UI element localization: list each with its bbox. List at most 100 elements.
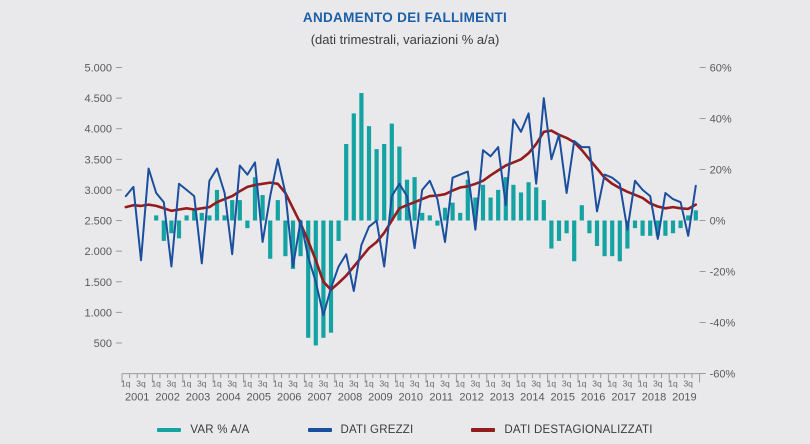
axis-tick-label: 2014 bbox=[520, 392, 544, 404]
var-bar bbox=[488, 197, 493, 221]
var-bar bbox=[594, 220, 600, 246]
axes bbox=[116, 67, 706, 383]
var-bar bbox=[541, 200, 546, 221]
var-bar bbox=[670, 220, 676, 234]
axis-tick-label: 3q bbox=[258, 379, 268, 389]
var-bar bbox=[192, 210, 197, 221]
axis-tick-label: 1q bbox=[638, 379, 648, 389]
axis-tick-label: 60% bbox=[710, 63, 732, 75]
axis-tick-label: 2002 bbox=[155, 392, 179, 404]
var-bar bbox=[420, 212, 425, 221]
axis-tick-label: 2009 bbox=[368, 392, 392, 404]
data-line bbox=[124, 129, 698, 292]
legend-label-var: VAR % A/A bbox=[190, 424, 250, 436]
var-bar bbox=[344, 144, 349, 221]
var-bar bbox=[245, 220, 250, 229]
axis-tick-label: 3.500 bbox=[84, 154, 112, 166]
axis-tick-label: 3.000 bbox=[84, 185, 112, 197]
axis-tick-label: 3q bbox=[683, 379, 693, 389]
var-bar bbox=[648, 220, 653, 236]
axis-tick-label: 1q bbox=[486, 379, 496, 389]
axis-tick-label: 2012 bbox=[459, 392, 483, 404]
var-bar bbox=[450, 202, 455, 221]
axis-tick-label: 3q bbox=[227, 379, 237, 389]
axis-tick-label: 1q bbox=[577, 379, 587, 389]
axis-tick-label: 2013 bbox=[490, 392, 514, 404]
var-bar bbox=[184, 215, 189, 221]
var-bar bbox=[290, 220, 296, 269]
var-bar bbox=[336, 220, 341, 241]
var-bar bbox=[214, 189, 220, 221]
var-bar bbox=[564, 220, 569, 234]
data-line bbox=[124, 97, 697, 317]
var-bar bbox=[275, 200, 280, 221]
var-bar bbox=[480, 184, 486, 221]
destagionalizzati-line-swatch-icon bbox=[471, 428, 496, 432]
axis-tick-label: 3q bbox=[288, 379, 298, 389]
var-bar bbox=[260, 195, 265, 221]
axis-tick-label: 1q bbox=[395, 379, 405, 389]
axis-tick-label: 500 bbox=[94, 338, 112, 350]
axis-tick-label: 1q bbox=[121, 379, 131, 389]
var-bar bbox=[526, 182, 531, 221]
axis-tick-label: 2017 bbox=[611, 392, 635, 404]
var-bar bbox=[602, 220, 607, 257]
var-bar bbox=[610, 220, 615, 257]
var-bar bbox=[298, 220, 303, 257]
axis-tick-label: 1q bbox=[303, 379, 313, 389]
axis-tick-label: 3q bbox=[592, 379, 602, 389]
axis-tick-label: 2007 bbox=[307, 392, 331, 404]
var-bar bbox=[169, 220, 174, 234]
var-bar bbox=[222, 215, 227, 221]
var-line-swatch-icon bbox=[157, 428, 182, 432]
axis-tick-label: -20% bbox=[710, 267, 736, 279]
var-bar bbox=[511, 184, 516, 221]
var-bar bbox=[207, 215, 212, 221]
axis-tick-label: 1q bbox=[334, 379, 344, 389]
axis-tick-label: 2019 bbox=[672, 392, 696, 404]
axis-tick-label: 1q bbox=[455, 379, 465, 389]
var-bar bbox=[632, 220, 638, 229]
var-bar bbox=[556, 220, 562, 241]
var-bar bbox=[252, 177, 258, 221]
var-bar bbox=[640, 220, 645, 236]
axis-tick-label: 2011 bbox=[429, 392, 453, 404]
var-bar bbox=[693, 210, 698, 221]
var-bar bbox=[617, 220, 622, 262]
legend-item-destagionalizzati: DATI DESTAGIONALIZZATI bbox=[471, 424, 652, 436]
var-bar bbox=[442, 207, 448, 221]
axis-tick-label: 3q bbox=[440, 379, 450, 389]
axis-tick-label: 1q bbox=[364, 379, 374, 389]
axis-tick-label: 2005 bbox=[247, 392, 271, 404]
axis-tick-label: 2004 bbox=[216, 392, 240, 404]
axis-tick-label: 2003 bbox=[186, 392, 210, 404]
legend-item-grezzi: DATI GREZZI bbox=[307, 424, 414, 436]
axis-tick-label: 2010 bbox=[399, 392, 423, 404]
axis-tick-label: 1q bbox=[607, 379, 617, 389]
axis-tick-label: 5.000 bbox=[84, 63, 112, 75]
axis-tick-label: 3q bbox=[471, 379, 481, 389]
var-bar bbox=[686, 215, 691, 221]
axis-tick-label: 3q bbox=[167, 379, 177, 389]
axis-tick-label: 20% bbox=[710, 165, 732, 177]
axis-tick-label: 3q bbox=[623, 379, 633, 389]
line-series bbox=[124, 97, 698, 317]
var-bar bbox=[678, 220, 683, 229]
var-bar bbox=[374, 149, 379, 221]
var-bar bbox=[579, 205, 584, 221]
axis-tick-label: 2001 bbox=[125, 392, 149, 404]
axis-tick-label: 2006 bbox=[277, 392, 301, 404]
axis-tick-label: 2.000 bbox=[84, 246, 112, 258]
axis-tick-label: 1.000 bbox=[84, 307, 112, 319]
var-bar bbox=[328, 220, 334, 333]
grezzi-line-swatch-icon bbox=[307, 428, 332, 432]
var-bar bbox=[655, 220, 660, 236]
axis-tick-label: 1q bbox=[425, 379, 435, 389]
var-bar bbox=[351, 113, 356, 221]
var-bar bbox=[382, 144, 387, 221]
var-bar bbox=[427, 215, 432, 221]
axis-tick-label: 2016 bbox=[581, 392, 605, 404]
var-bar bbox=[473, 197, 478, 221]
